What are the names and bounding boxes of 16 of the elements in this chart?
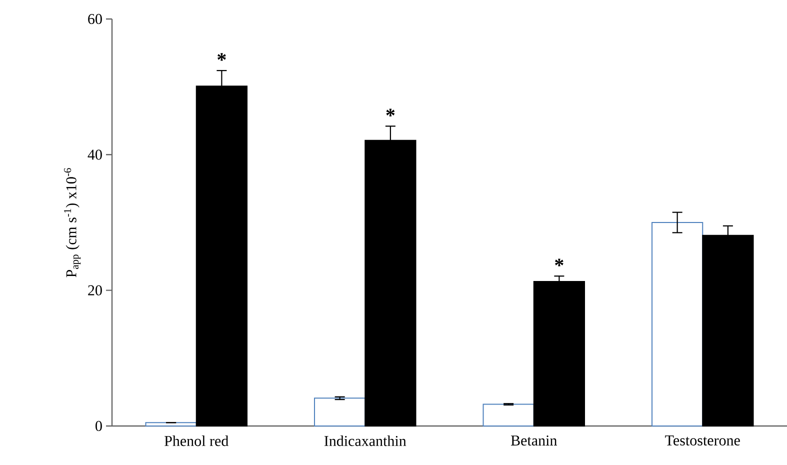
- bar: [314, 398, 366, 426]
- annotation: *: [386, 108, 395, 116]
- y-tick-label: 0: [96, 420, 102, 432]
- bar: [652, 222, 704, 426]
- x-tick-label: Betanin: [510, 436, 557, 446]
- y-tick-label: 60: [88, 14, 102, 24]
- annotation: *: [218, 53, 226, 61]
- x-tick-label: Indicaxanthin: [324, 436, 406, 446]
- annotation: *: [555, 258, 564, 266]
- y-tick-label: 40: [88, 150, 102, 160]
- bar: [145, 422, 197, 426]
- bar: [482, 404, 534, 426]
- y-tick-label: 20: [88, 285, 102, 296]
- x-tick-label: Phenol red: [164, 436, 228, 446]
- y-axis-title: P$_{app}$ (cm s$^{-1}$) x10$^{-6}$: [64, 168, 81, 278]
- x-tick-label: Testosterone: [665, 436, 740, 446]
